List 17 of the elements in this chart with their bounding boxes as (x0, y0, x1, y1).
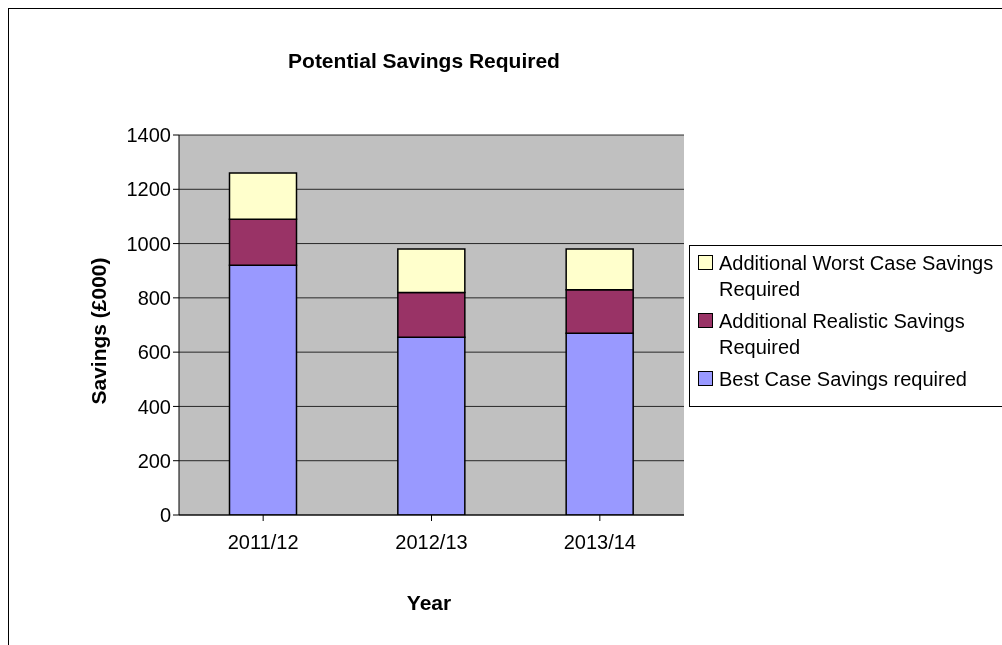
y-tick-label: 1000 (126, 232, 171, 255)
x-tick-label: 2011/12 (227, 531, 299, 554)
x-tick-label: 2013/14 (563, 531, 636, 554)
y-tick-label: 0 (159, 504, 171, 527)
x-axis-title: Year (405, 591, 453, 615)
legend-label: Additional Realistic Savings Required (719, 309, 966, 360)
legend-label: Best Case Savings required (719, 367, 968, 392)
y-tick-label: 1400 (126, 124, 171, 147)
x-tick-label: 2012/13 (395, 531, 468, 554)
legend-label: Additional Worst Case Savings Required (719, 251, 995, 302)
y-tick-label: 600 (137, 341, 171, 364)
y-axis-title: Savings (£000) (87, 257, 111, 405)
chart-title: Potential Savings Required (287, 49, 561, 73)
y-tick-label: 400 (137, 395, 171, 418)
y-tick-label: 200 (137, 449, 171, 472)
y-tick-label: 800 (137, 286, 171, 309)
y-tick-label: 1200 (126, 178, 171, 201)
